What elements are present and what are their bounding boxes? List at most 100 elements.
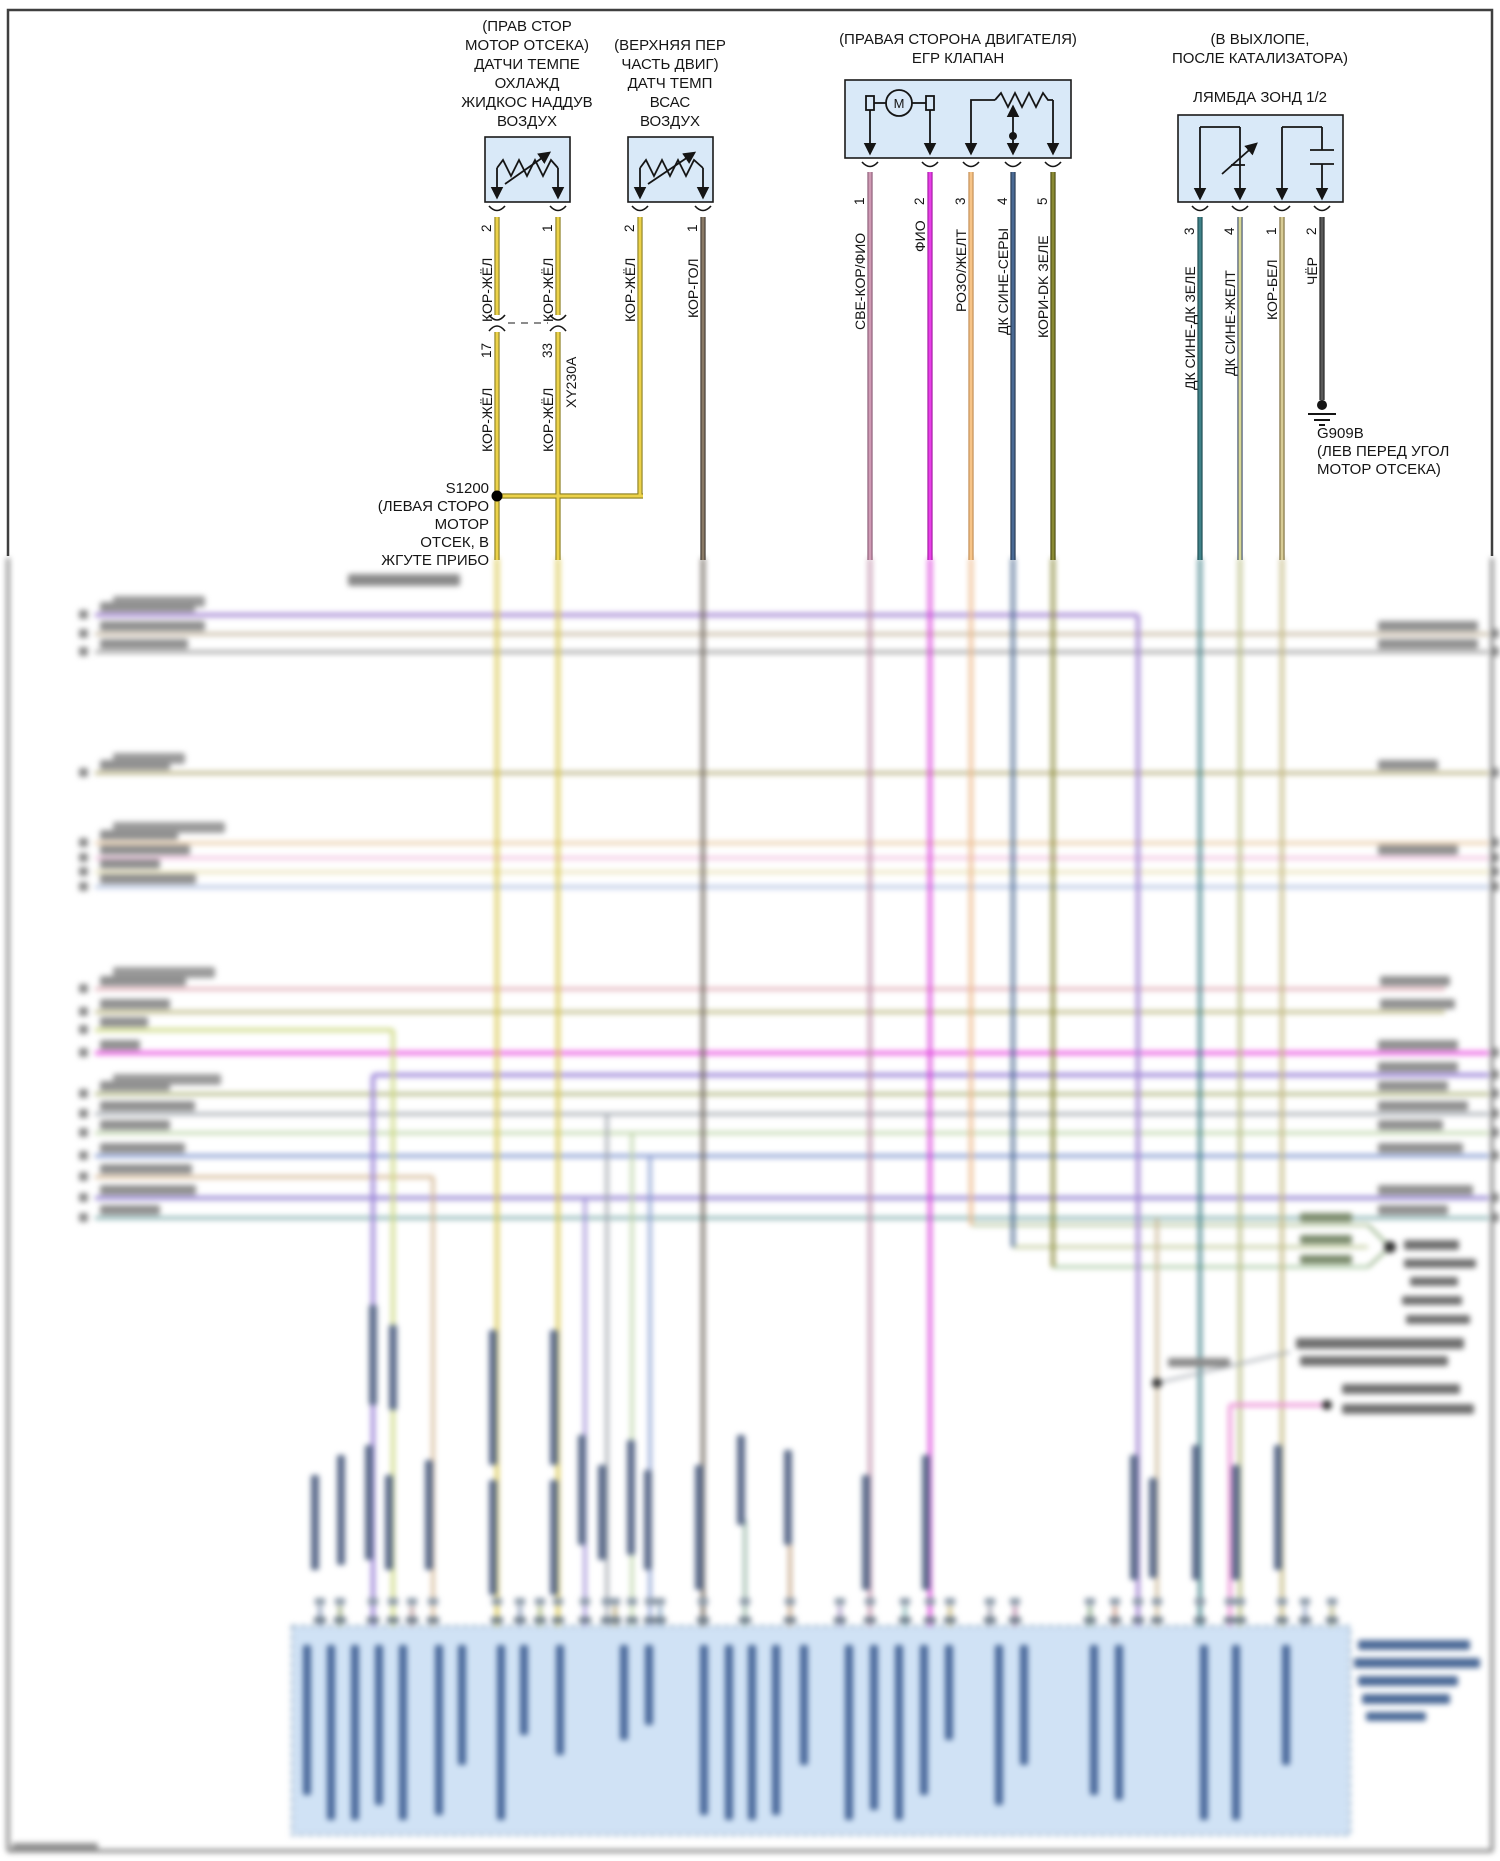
label-line: МОТОР ОТСЕКА) — [1317, 461, 1441, 478]
thermistor-symbol — [490, 151, 565, 200]
pin-socket-mark — [1084, 1617, 1096, 1623]
splice-id: S1200 — [445, 480, 489, 497]
pin-socket-mark — [1194, 1617, 1206, 1623]
blurred-label — [79, 1025, 88, 1034]
blurred-vertical-label — [1192, 1445, 1200, 1580]
blurred-vertical-label — [303, 1645, 311, 1795]
iat-sensor-label: (ВЕРХНЯЯ ПЕР ЧАСТЬ ДВИГ) ДАТЧ ТЕМП ВСАС … — [590, 36, 750, 131]
blurred-label — [1404, 1240, 1459, 1250]
blurred-wiring-section — [0, 556, 1500, 1861]
blurred-pin-number — [900, 1598, 910, 1605]
blurred-vertical-label — [435, 1645, 443, 1815]
blurred-vertical-label — [645, 1645, 653, 1725]
pin-socket-mark — [314, 1617, 326, 1623]
blurred-pin-number — [698, 1598, 708, 1605]
wire-segment — [1156, 1351, 1291, 1384]
blurred-vertical-label — [369, 1305, 377, 1405]
blurred-label — [1493, 1128, 1499, 1137]
blurred-vertical-label — [1282, 1645, 1290, 1765]
pin-socket-mark — [1326, 1617, 1338, 1623]
blurred-label — [79, 1128, 88, 1137]
pin-socket-arcs — [488, 161, 1331, 212]
inline-connector-symbol — [488, 314, 567, 332]
blurred-label — [100, 1120, 170, 1130]
blurred-vertical-label — [1130, 1455, 1138, 1580]
blurred-vertical-label — [945, 1645, 953, 1740]
thermistor-symbol — [633, 151, 710, 200]
blurred-vertical-label — [862, 1475, 870, 1590]
blurred-pin-number — [945, 1598, 955, 1605]
blurred-label — [1378, 1040, 1458, 1050]
pin-socket-mark — [834, 1617, 846, 1623]
blurred-label — [100, 859, 160, 869]
pin-socket-mark — [334, 1617, 346, 1623]
blurred-label — [100, 845, 190, 855]
blurred-vertical-label — [458, 1645, 466, 1765]
lambda-sensor-box — [1177, 114, 1344, 203]
blurred-label — [1358, 1676, 1458, 1686]
blurred-label — [1402, 1296, 1462, 1305]
blurred-label — [100, 1143, 185, 1153]
blurred-label — [100, 1205, 160, 1215]
blurred-pin-number — [492, 1598, 502, 1605]
blurred-label — [1493, 867, 1499, 876]
label-line: (ЛЕВАЯ СТОРО — [377, 498, 489, 515]
blurred-label — [1493, 853, 1499, 862]
blurred-label — [100, 1185, 196, 1195]
pin-socket-mark — [427, 1617, 439, 1623]
pin-socket-mark — [697, 1617, 709, 1623]
pin-socket-mark — [1299, 1617, 1311, 1623]
blurred-label — [79, 984, 88, 993]
blurred-label — [1380, 999, 1455, 1009]
blurred-vertical-label — [772, 1645, 780, 1815]
blurred-pin-number — [388, 1598, 398, 1605]
blurred-label — [79, 647, 88, 656]
blurred-label — [79, 853, 88, 862]
blurred-label — [1493, 1213, 1499, 1222]
blurred-pin-number — [835, 1598, 845, 1605]
blurred-label — [1493, 1109, 1499, 1118]
junction-dot — [1322, 1400, 1332, 1410]
blurred-label — [1380, 976, 1450, 986]
blurred-vertical-label — [1090, 1645, 1098, 1795]
pin-socket-mark — [1234, 1617, 1246, 1623]
ground-symbol — [1308, 400, 1336, 426]
blurred-label — [79, 882, 88, 891]
label-line: ОТСЕК, В — [420, 534, 489, 551]
pin-socket-mark — [514, 1617, 526, 1623]
blurred-label — [79, 1151, 88, 1160]
splice-s1200-dot — [491, 490, 503, 502]
blurred-label — [1300, 1213, 1352, 1222]
blurred-pin-number — [1152, 1598, 1162, 1605]
blurred-label — [1354, 1658, 1480, 1668]
label-line: (В ВЫХЛОПЕ, — [1210, 31, 1310, 48]
pin-socket-mark — [1224, 1617, 1236, 1623]
blurred-label — [100, 1164, 192, 1174]
lambda-sensor-name-label: ЛЯМБДА ЗОНД 1/2 — [1170, 88, 1350, 107]
blurred-label — [79, 1048, 88, 1057]
blurred-vertical-label — [620, 1645, 628, 1740]
blurred-vertical-label — [748, 1645, 756, 1820]
label-line: ЧАСТЬ ДВИГ) — [621, 56, 719, 73]
blurred-label — [113, 967, 215, 978]
egr-valve-box — [844, 79, 1072, 159]
blurred-label — [100, 1040, 140, 1050]
blurred-pin-number — [1300, 1598, 1310, 1605]
blurred-label — [1378, 1143, 1463, 1153]
blurred-label — [79, 1172, 88, 1181]
blurred-label — [1300, 1235, 1352, 1244]
blurred-label — [1342, 1384, 1460, 1394]
blurred-vertical-label — [365, 1445, 373, 1560]
blurred-vertical-label — [922, 1455, 930, 1590]
blurred-vertical-label — [556, 1645, 564, 1755]
blurred-label — [1378, 760, 1438, 770]
pin-socket-mark — [899, 1617, 911, 1623]
blurred-label — [1378, 1081, 1448, 1091]
blurred-label — [1300, 1255, 1352, 1264]
blurred-wiring-svg — [6, 558, 1499, 1853]
blurred-label — [348, 574, 460, 586]
pin-socket-mark — [367, 1617, 379, 1623]
blurred-pin-number — [1277, 1598, 1287, 1605]
blurred-label — [1378, 1205, 1448, 1215]
